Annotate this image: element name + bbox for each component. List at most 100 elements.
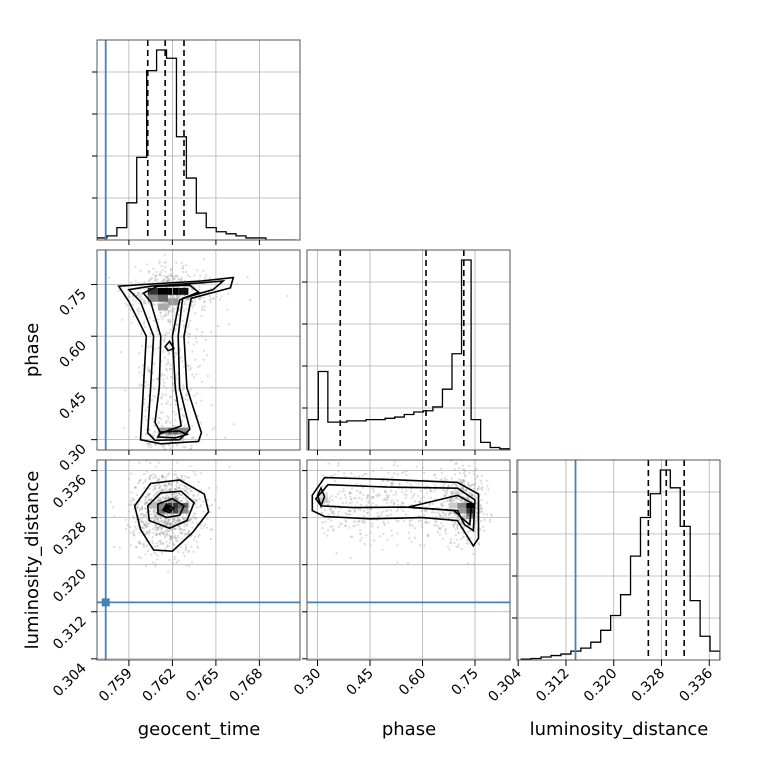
sample-point <box>144 385 147 388</box>
sample-point <box>146 494 149 498</box>
sample-point <box>185 394 188 397</box>
axis-frame <box>306 249 511 451</box>
sample-point <box>141 374 144 377</box>
sample-point <box>392 493 395 496</box>
sample-point <box>154 529 157 532</box>
sample-point <box>448 548 451 551</box>
sample-point <box>391 534 394 537</box>
sample-point <box>150 497 153 500</box>
sample-point <box>157 528 160 531</box>
sample-point <box>152 488 155 491</box>
sample-point <box>327 517 330 521</box>
sample-point <box>132 532 135 535</box>
sample-point <box>166 279 169 282</box>
sample-point <box>381 548 384 551</box>
sample-point <box>176 494 179 497</box>
sample-point <box>181 264 184 267</box>
sample-point <box>141 526 144 529</box>
sample-point <box>426 533 429 537</box>
sample-point <box>196 522 199 525</box>
sample-point <box>153 519 156 522</box>
sample-point <box>348 509 351 512</box>
sample-point <box>153 515 156 518</box>
sample-point <box>349 535 352 538</box>
sample-point <box>145 522 148 525</box>
sample-point <box>176 480 179 483</box>
sample-point <box>182 478 186 482</box>
sample-point <box>193 394 196 397</box>
sample-point <box>164 301 167 304</box>
sample-point <box>344 524 347 528</box>
sample-point <box>209 301 212 304</box>
sample-point <box>378 515 381 518</box>
sample-point <box>449 538 453 541</box>
sample-point <box>439 478 442 481</box>
sample-point <box>185 298 188 301</box>
sample-point <box>192 550 195 553</box>
sample-point <box>429 490 432 493</box>
contour-inner <box>157 497 186 519</box>
sample-point <box>152 510 155 513</box>
sample-point <box>196 499 199 502</box>
contour-island <box>164 340 175 352</box>
sample-point <box>326 534 329 537</box>
sample-point <box>138 507 142 510</box>
sample-point <box>129 503 132 506</box>
sample-point <box>173 307 176 310</box>
sample-point <box>164 518 167 521</box>
density-cell <box>157 287 169 295</box>
sample-point <box>170 522 173 525</box>
sample-point <box>137 282 140 285</box>
sample-point <box>454 462 457 465</box>
sample-point <box>191 300 194 303</box>
sample-point <box>464 489 467 492</box>
sample-point <box>196 546 199 550</box>
sample-point <box>460 522 463 525</box>
sample-point <box>348 526 351 529</box>
sample-point <box>172 543 176 547</box>
sample-point <box>151 536 154 539</box>
sample-point <box>156 544 159 547</box>
sample-point <box>167 416 170 419</box>
sample-point <box>155 270 158 274</box>
sample-point <box>165 421 168 425</box>
sample-point <box>186 476 189 479</box>
sample-point <box>448 512 451 515</box>
sample-point <box>196 545 199 548</box>
sample-point <box>468 529 471 533</box>
sample-point <box>157 346 160 349</box>
sample-point <box>160 489 163 492</box>
sample-point <box>191 436 194 439</box>
sample-point <box>159 484 162 488</box>
sample-point <box>159 525 162 528</box>
sample-point <box>354 508 357 511</box>
sample-point <box>435 520 438 524</box>
density-cell <box>178 287 189 295</box>
sample-point <box>466 539 469 542</box>
sample-point <box>404 513 407 516</box>
sample-point <box>197 365 200 368</box>
sample-point <box>181 474 184 477</box>
sample-point <box>141 506 144 509</box>
sample-point <box>193 512 196 516</box>
sample-point <box>170 268 173 271</box>
sample-point <box>361 521 364 524</box>
sample-point <box>151 528 155 531</box>
y-tick-label-phase: 0.30 <box>56 441 89 474</box>
sample-point <box>169 487 172 490</box>
sample-point <box>467 483 470 486</box>
sample-point <box>450 491 453 494</box>
sample-point <box>163 337 166 340</box>
sample-point <box>348 491 351 494</box>
sample-point <box>184 547 187 550</box>
sample-point <box>395 520 398 523</box>
sample-point <box>144 409 147 412</box>
sample-point <box>463 515 466 518</box>
sample-point <box>162 476 165 479</box>
sample-point <box>147 270 150 273</box>
sample-point <box>400 507 403 510</box>
sample-point <box>425 510 428 513</box>
sample-point <box>185 532 188 535</box>
sample-point <box>167 361 170 364</box>
sample-point <box>201 500 205 503</box>
